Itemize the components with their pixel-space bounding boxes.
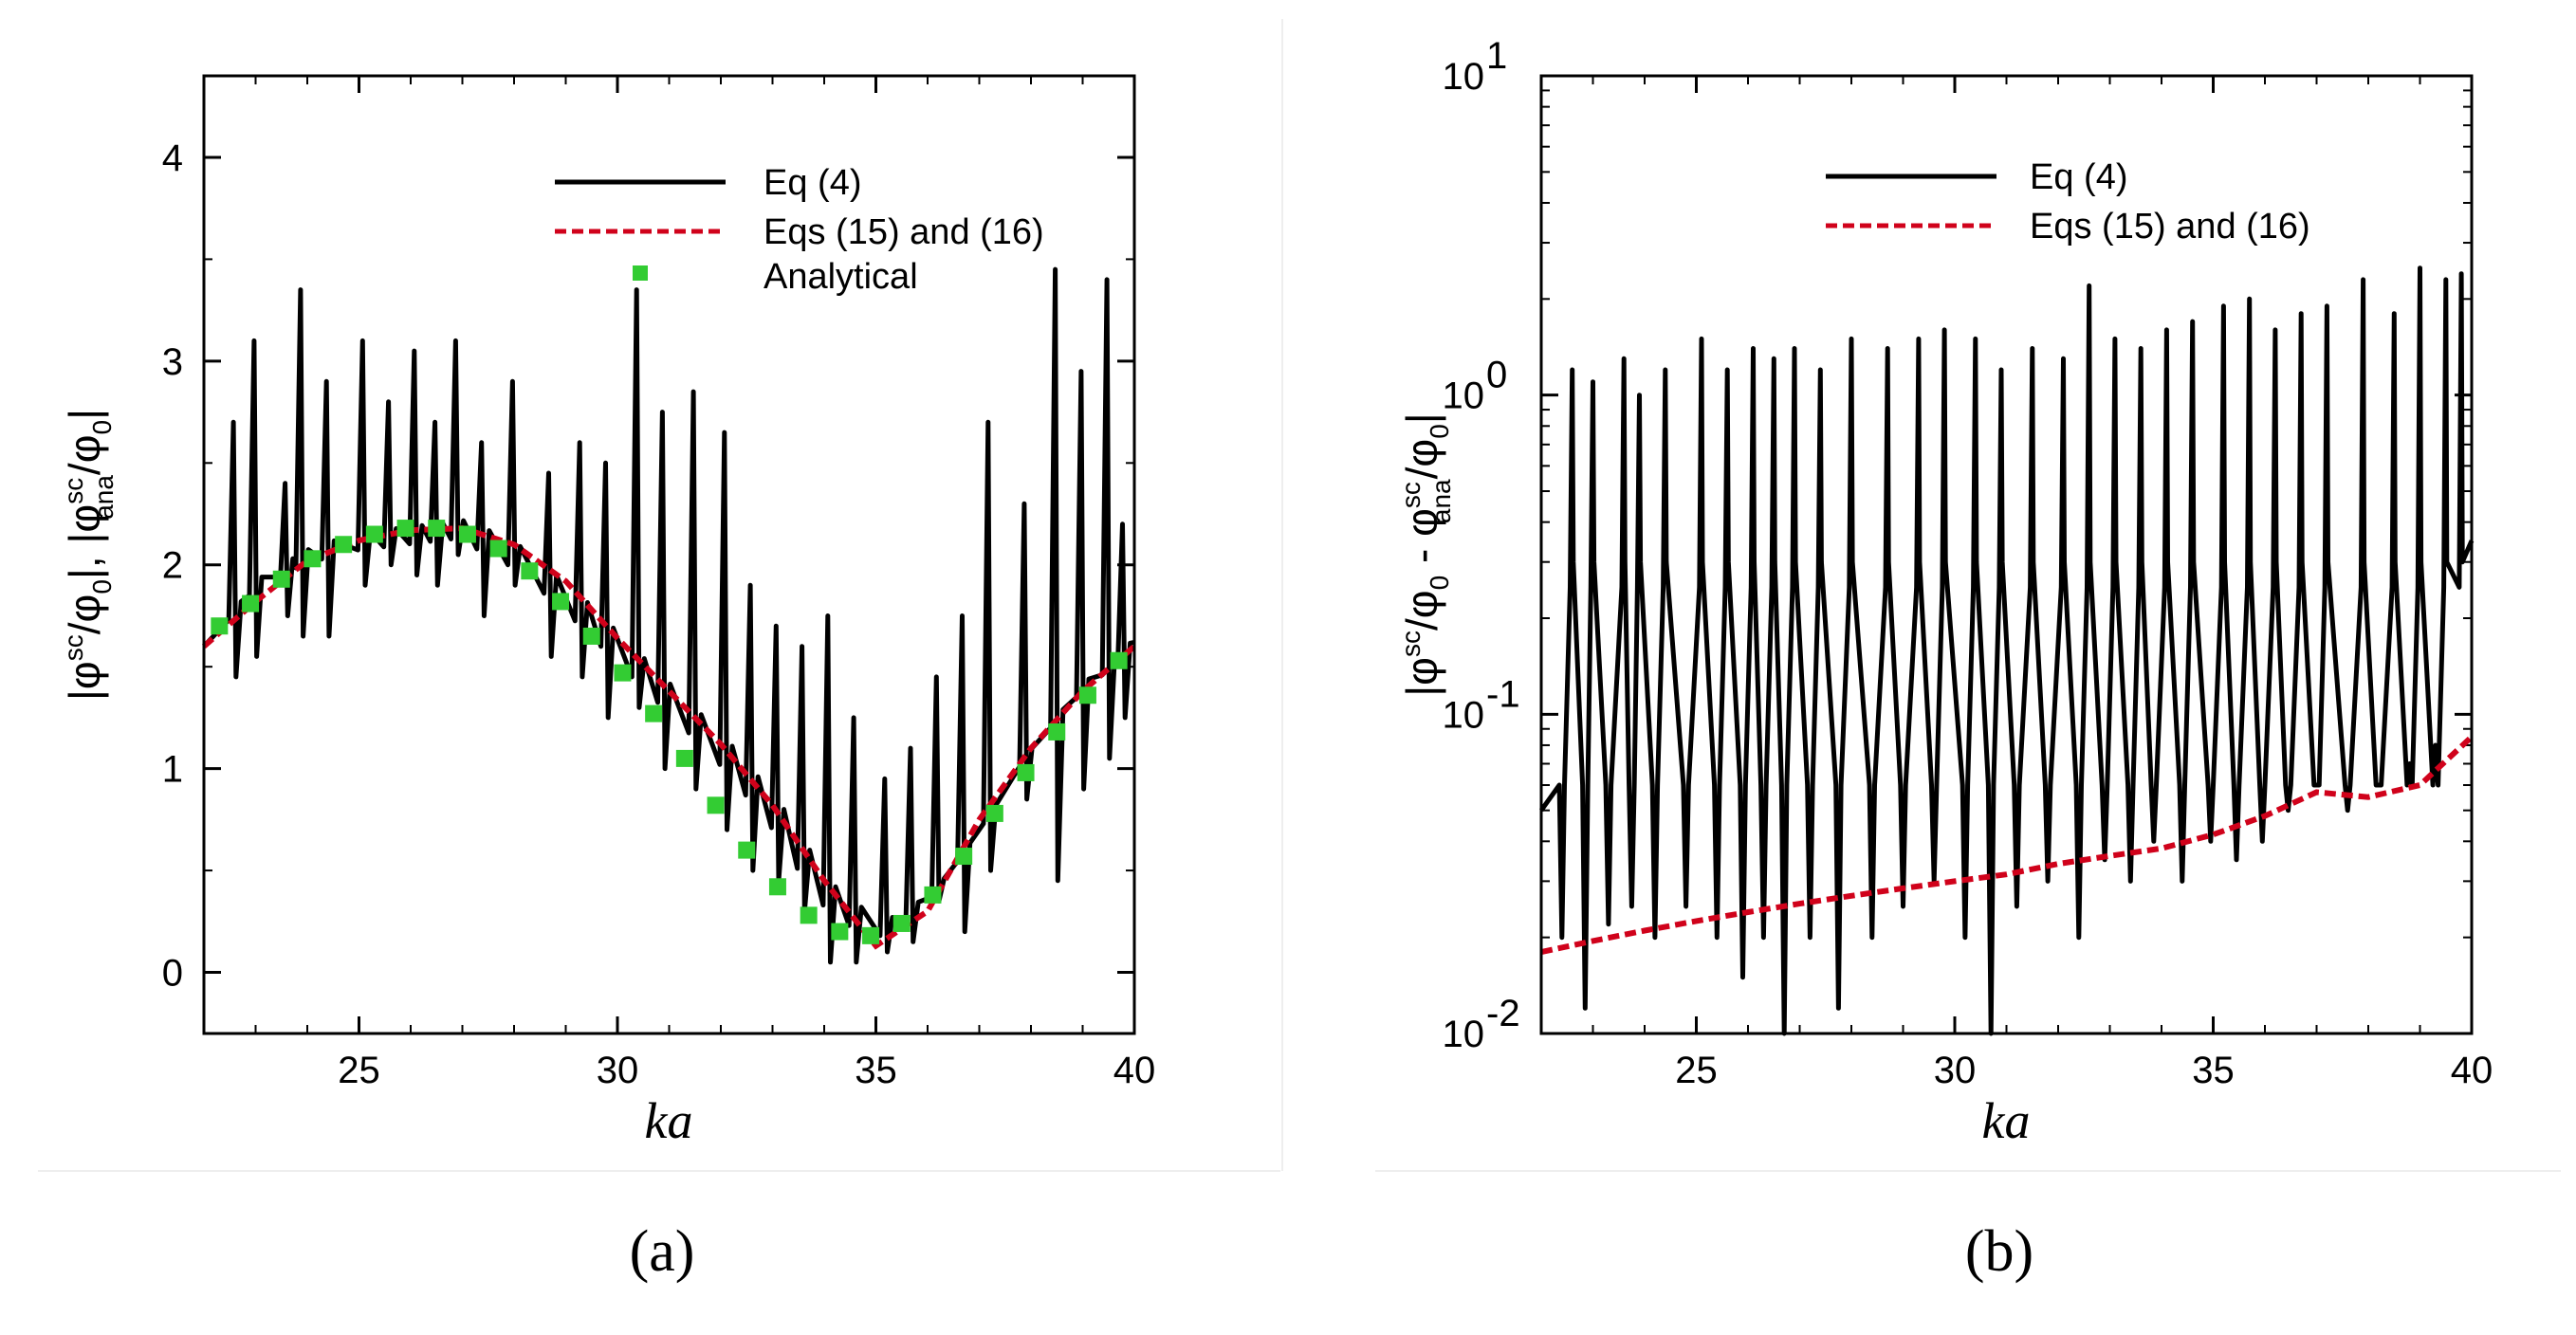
panel-b-xlabel: ka — [1982, 1092, 2031, 1149]
analytical-point — [428, 520, 446, 538]
panel-a-ylabel: |φsc/φ0|, |φscana/φ0| — [59, 409, 119, 701]
a-xtick-label: 40 — [1113, 1050, 1156, 1091]
a-xtick-label: 25 — [338, 1050, 380, 1091]
analytical-point — [800, 906, 818, 924]
analytical-point — [645, 704, 663, 722]
b-xtick-label: 30 — [1934, 1050, 1977, 1091]
b-ytick-exponent: -1 — [1486, 673, 1520, 715]
series-b-eqs15-16-line — [1540, 734, 2475, 956]
analytical-point — [396, 520, 414, 538]
analytical-point — [521, 562, 539, 580]
legend-eqs-label: Eqs (15) and (16) — [764, 212, 1044, 252]
analytical-point — [582, 627, 600, 645]
panel-a: 25 30 35 40 0 1 2 3 4 ka |φsc/φ0|, |φscana/φ0| E… — [59, 74, 1156, 1149]
analytical-point — [768, 878, 786, 896]
a-ytick-label: 4 — [162, 137, 183, 179]
b-ytick-exponent: 1 — [1486, 35, 1507, 77]
panel-b-ticks — [1540, 74, 2474, 1035]
b-ytick-label: 10 — [1443, 56, 1485, 98]
a-xtick-label: 35 — [855, 1050, 897, 1091]
analytical-point — [985, 804, 1003, 822]
b-xtick-label: 25 — [1675, 1050, 1718, 1091]
b-ytick-exponent: 0 — [1486, 355, 1507, 396]
b-ytick-label: 10 — [1443, 1014, 1485, 1055]
analytical-point — [1078, 686, 1096, 704]
panel-a-xlabel: ka — [645, 1092, 693, 1149]
analytical-point — [272, 570, 290, 588]
panel-a-frame — [202, 74, 1136, 1035]
analytical-point — [738, 841, 756, 859]
panel-b-ylabel: |φsc/φ0 - φscana/φ0| — [1396, 412, 1456, 697]
panel-a-plot-area — [202, 266, 1136, 965]
legend-eq4-label: Eq (4) — [764, 163, 861, 203]
panel-b-plot-area — [1538, 265, 2475, 1036]
analytical-point — [489, 539, 507, 558]
b-ytick-label: 10 — [1443, 694, 1485, 736]
caption-b: (b) — [1965, 1219, 2033, 1284]
legend-analytical-swatch — [633, 265, 648, 281]
a-xtick-label: 30 — [597, 1050, 639, 1091]
b-ytick-exponent: -2 — [1486, 993, 1520, 1034]
analytical-point — [1110, 651, 1128, 669]
analytical-point — [1017, 763, 1035, 781]
b-xtick-label: 40 — [2451, 1050, 2493, 1091]
panel-a-tick-labels: 25 30 35 40 0 1 2 3 4 — [162, 137, 1156, 1091]
analytical-point — [211, 617, 229, 635]
legend-b-eqs-label: Eqs (15) and (16) — [2030, 207, 2310, 247]
analytical-point — [552, 593, 570, 611]
analytical-point — [304, 550, 322, 568]
analytical-point — [614, 664, 632, 682]
analytical-point — [365, 525, 383, 543]
legend-analytical-label: Analytical — [764, 257, 918, 297]
analytical-point — [707, 796, 725, 814]
analytical-point — [335, 536, 353, 554]
analytical-point — [1048, 722, 1066, 741]
series-b-eq4-line — [1538, 265, 2475, 1036]
analytical-point — [458, 525, 476, 543]
a-ytick-label: 1 — [162, 749, 183, 791]
caption-a: (a) — [630, 1219, 695, 1284]
analytical-point — [675, 749, 693, 767]
a-ytick-label: 2 — [162, 545, 183, 587]
analytical-point — [862, 926, 880, 944]
a-ytick-label: 3 — [162, 341, 183, 383]
a-ytick-label: 0 — [162, 953, 183, 995]
series-eqs15-16-line — [202, 525, 1136, 950]
panel-a-legend: Eq (4) Eqs (15) and (16) Analytical — [555, 163, 1044, 297]
b-xtick-label: 35 — [2192, 1050, 2235, 1091]
analytical-point — [242, 594, 260, 613]
analytical-point — [955, 848, 973, 866]
analytical-point — [831, 923, 849, 941]
legend-b-eq4-label: Eq (4) — [2030, 157, 2127, 197]
panel-b-frame — [1539, 74, 2474, 1035]
analytical-point — [924, 886, 942, 904]
analytical-point — [892, 914, 911, 932]
series-eq4-line — [202, 266, 1135, 965]
panel-b-legend: Eq (4) Eqs (15) and (16) — [1826, 157, 2310, 247]
b-ytick-label: 10 — [1443, 375, 1485, 417]
